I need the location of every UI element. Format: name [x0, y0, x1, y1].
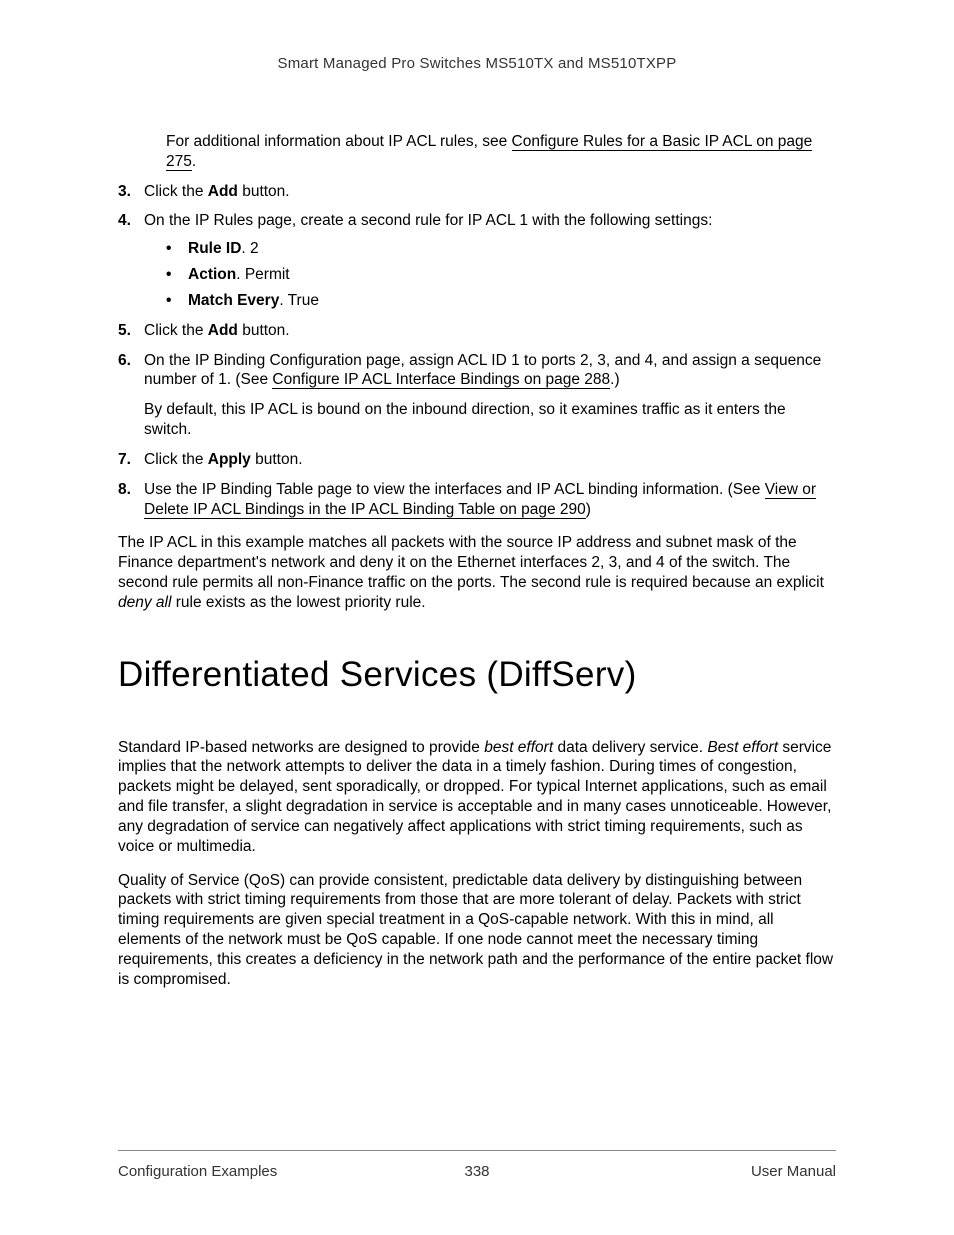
step-body: Click the Apply button. [144, 450, 836, 470]
page: Smart Managed Pro Switches MS510TX and M… [0, 0, 954, 1235]
bullet-item: • Match Every. True [166, 291, 836, 311]
step3-pre: Click the [144, 183, 208, 200]
step7-pre: Click the [144, 451, 208, 468]
p1i1: best effort [484, 739, 553, 756]
footer-page-number: 338 [118, 1163, 836, 1180]
content-area: For additional information about IP ACL … [118, 132, 836, 989]
step-body: Use the IP Binding Table page to view th… [144, 480, 836, 520]
step-number: 8. [118, 480, 144, 520]
closing-paragraph: The IP ACL in this example matches all p… [118, 533, 836, 612]
step-6: 6. On the IP Binding Configuration page,… [118, 351, 836, 440]
step5-bold: Add [208, 322, 238, 339]
bullet-marker: • [166, 291, 188, 311]
step8-post: ) [586, 501, 591, 518]
step-body: On the IP Binding Configuration page, as… [144, 351, 836, 440]
step7-bold: Apply [208, 451, 251, 468]
step6-sub: By default, this IP ACL is bound on the … [144, 400, 836, 440]
link-ip-acl-bindings[interactable]: Configure IP ACL Interface Bindings on p… [272, 371, 610, 389]
step6-post: .) [610, 371, 619, 388]
p1i2: Best effort [707, 739, 778, 756]
diffserv-para-2: Quality of Service (QoS) can provide con… [118, 871, 836, 990]
step-number: 7. [118, 450, 144, 470]
bullet-marker: • [166, 265, 188, 285]
bullet-item: • Rule ID. 2 [166, 239, 836, 259]
bullet-body: Rule ID. 2 [188, 239, 836, 259]
step5-pre: Click the [144, 322, 208, 339]
bullet-val: . True [279, 292, 319, 309]
closing-italic: deny all [118, 594, 171, 611]
step8-pre: Use the IP Binding Table page to view th… [144, 481, 765, 498]
step-5: 5. Click the Add button. [118, 321, 836, 341]
bullet-marker: • [166, 239, 188, 259]
bullet-item: • Action. Permit [166, 265, 836, 285]
step-4: 4. On the IP Rules page, create a second… [118, 211, 836, 310]
bullet-val: . 2 [241, 240, 258, 257]
step-3: 3. Click the Add button. [118, 182, 836, 202]
step7-post: button. [251, 451, 303, 468]
bullet-label: Action [188, 266, 236, 283]
page-header-title: Smart Managed Pro Switches MS510TX and M… [118, 55, 836, 72]
diffserv-para-1: Standard IP-based networks are designed … [118, 738, 836, 857]
step4-text: On the IP Rules page, create a second ru… [144, 212, 712, 229]
step3-post: button. [238, 183, 290, 200]
step-body: Click the Add button. [144, 321, 836, 341]
step-number: 6. [118, 351, 144, 440]
step5-post: button. [238, 322, 290, 339]
bullet-val: . Permit [236, 266, 289, 283]
p1b: data delivery service. [553, 739, 707, 756]
section-heading-diffserv: Differentiated Services (DiffServ) [118, 653, 836, 698]
step-8: 8. Use the IP Binding Table page to view… [118, 480, 836, 520]
bullet-body: Match Every. True [188, 291, 836, 311]
intro-paragraph: For additional information about IP ACL … [166, 132, 836, 172]
closing-a: The IP ACL in this example matches all p… [118, 534, 824, 591]
bullet-label: Match Every [188, 292, 279, 309]
closing-b: rule exists as the lowest priority rule. [171, 594, 425, 611]
step-body: On the IP Rules page, create a second ru… [144, 211, 836, 310]
step-7: 7. Click the Apply button. [118, 450, 836, 470]
bullet-body: Action. Permit [188, 265, 836, 285]
bullet-label: Rule ID [188, 240, 241, 257]
step-number: 3. [118, 182, 144, 202]
step-number: 5. [118, 321, 144, 341]
intro-tail: . [192, 153, 196, 170]
bullet-list: • Rule ID. 2 • Action. Permit • Match Ev… [144, 239, 836, 310]
step-number: 4. [118, 211, 144, 310]
p1a: Standard IP-based networks are designed … [118, 739, 484, 756]
step-body: Click the Add button. [144, 182, 836, 202]
page-footer: Configuration Examples 338 User Manual [118, 1150, 836, 1180]
intro-lead: For additional information about IP ACL … [166, 133, 512, 150]
step3-bold: Add [208, 183, 238, 200]
